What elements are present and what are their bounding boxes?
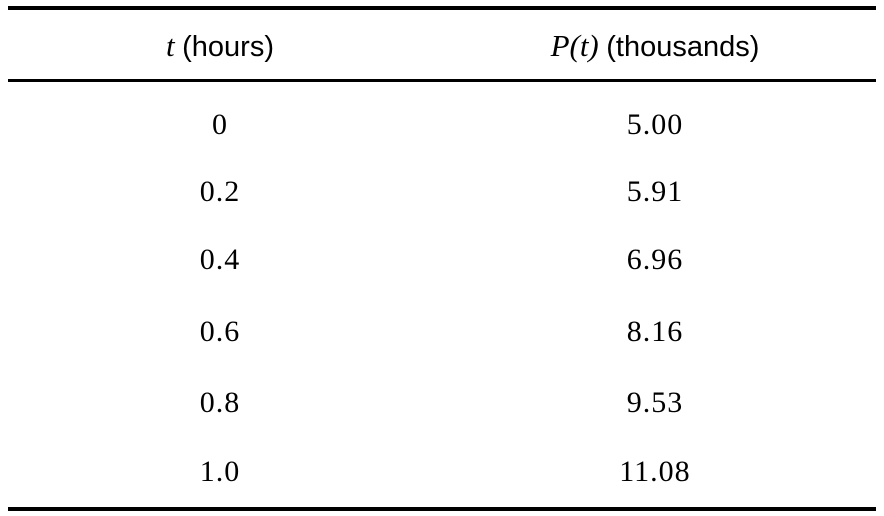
table-cell: 0.4 (199, 243, 241, 276)
table-cell: 0.6 (199, 315, 241, 348)
table-cell: 5.91 (626, 175, 684, 208)
table-cell: 1.0 (199, 455, 241, 488)
table-cell: 11.08 (619, 455, 691, 488)
table-cell: 0.2 (199, 175, 241, 208)
header-unit: (thousands) (606, 31, 760, 63)
top-rule (8, 6, 876, 10)
table-cell: 0.8 (199, 386, 241, 419)
table-cell: 8.16 (626, 315, 684, 348)
header-symbol: t (166, 28, 175, 63)
table-cell: 0 (212, 108, 228, 141)
header-unit: (hours) (182, 31, 274, 63)
header-cell: t (hours) (3, 26, 437, 67)
table-cell: 5.00 (626, 108, 684, 141)
header-cell: P(t) (thousands) (438, 26, 872, 67)
table-cell: 9.53 (626, 386, 684, 419)
header-symbol: P(t) (550, 28, 599, 63)
table-cell: 6.96 (626, 243, 684, 276)
header-rule (8, 79, 876, 82)
bottom-rule (8, 507, 876, 511)
